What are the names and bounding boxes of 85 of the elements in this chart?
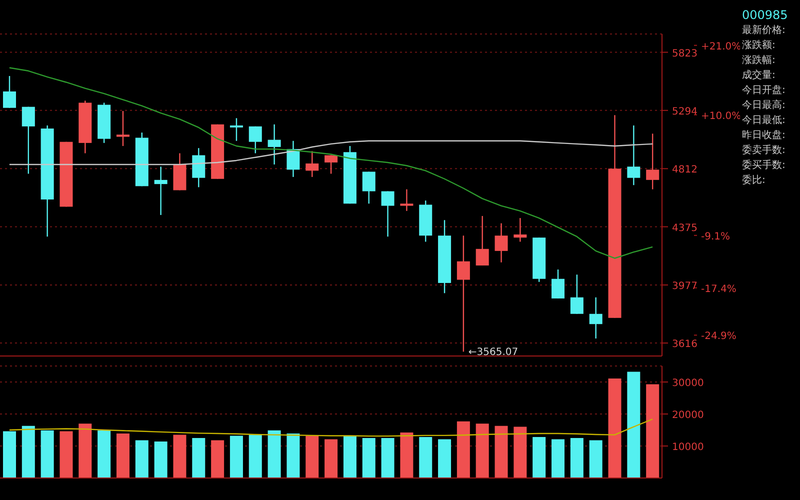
bar: [494, 426, 508, 478]
bar: [230, 436, 243, 478]
bar: [306, 436, 319, 478]
candlestick: [476, 215, 489, 266]
text: 今日开盘:: [742, 84, 786, 98]
candlestick: [116, 110, 130, 147]
y-tick-label: 3616: [672, 339, 698, 350]
y2-tick-label: -24.9%: [701, 331, 736, 342]
bar: [608, 378, 622, 478]
y-tick-label: 20000: [672, 410, 704, 421]
candlestick: [248, 126, 262, 154]
bar: [438, 439, 452, 478]
candlestick: [570, 274, 584, 314]
candlestick: [456, 235, 470, 352]
bar: [362, 438, 376, 478]
line-series: [8, 67, 654, 259]
bar: [98, 430, 111, 478]
bar: [173, 434, 186, 478]
y-tick-label: 4375: [672, 222, 698, 234]
y2-tick-label: -17.4%: [701, 284, 736, 295]
y-tick-label: 4812: [672, 164, 698, 176]
candlestick: [400, 188, 414, 212]
y-tick-label: 30000: [672, 378, 704, 389]
candlestick: [286, 140, 300, 178]
bar: [192, 438, 206, 478]
text: 成交量:: [742, 68, 776, 83]
candlestick: [154, 166, 168, 216]
bar: [532, 437, 546, 478]
text: 今日最高:: [742, 98, 786, 113]
candlestick: [552, 268, 565, 300]
candlestick: [268, 124, 281, 166]
text: 昨日收盘:: [742, 129, 786, 143]
bar: [3, 431, 16, 478]
candlestick: [362, 171, 376, 204]
candlestick: [381, 190, 394, 238]
y-tick-label: 10000: [672, 442, 704, 453]
bar: [343, 436, 356, 478]
candlestick: [646, 133, 660, 190]
text: 委买手数:: [742, 158, 786, 173]
bar: [456, 421, 470, 478]
text: 委比:: [742, 174, 766, 188]
text: 今日最低:: [742, 114, 786, 128]
candlestick: [627, 124, 640, 186]
bar: [248, 434, 262, 478]
candlestick: [589, 296, 602, 340]
text: 涨跌额:: [742, 38, 776, 53]
candlestick: [324, 154, 338, 174]
candlestick: [192, 147, 206, 188]
bar: [589, 440, 602, 478]
candlestick: [514, 217, 527, 242]
y-tick-label: 5294: [672, 106, 698, 118]
bar: [476, 424, 489, 478]
bar: [135, 440, 148, 478]
candlestick: [494, 222, 508, 263]
bar: [381, 438, 394, 478]
text: 涨跌幅:: [742, 54, 776, 68]
bar: [400, 432, 414, 478]
bar: [154, 442, 168, 478]
bar: [419, 437, 432, 478]
bar: [286, 434, 300, 478]
candlestick: [22, 106, 35, 174]
bar: [268, 430, 281, 478]
text: 委卖手数:: [742, 144, 786, 158]
annotation: ←3565.07: [468, 347, 518, 358]
bar: [116, 434, 130, 478]
y-tick-label: 3977: [672, 280, 698, 292]
bar: [570, 438, 584, 478]
candlestick: [230, 118, 243, 142]
bar: [60, 431, 73, 478]
line-series: [8, 418, 654, 437]
bar: [552, 439, 565, 478]
candlestick: [3, 75, 16, 108]
bar: [514, 426, 527, 478]
bar: [22, 426, 35, 478]
text: 最新价格:: [742, 24, 786, 38]
bar: [627, 372, 640, 478]
bar: [40, 430, 54, 478]
candlestick: [306, 150, 319, 178]
bar: [646, 384, 660, 478]
bar: [78, 424, 92, 478]
y-tick-label: 5823: [672, 48, 698, 60]
y2-tick-label: -9.1%: [701, 231, 730, 242]
text: 000985: [742, 8, 789, 23]
bar: [324, 439, 338, 478]
bar: [211, 440, 224, 478]
